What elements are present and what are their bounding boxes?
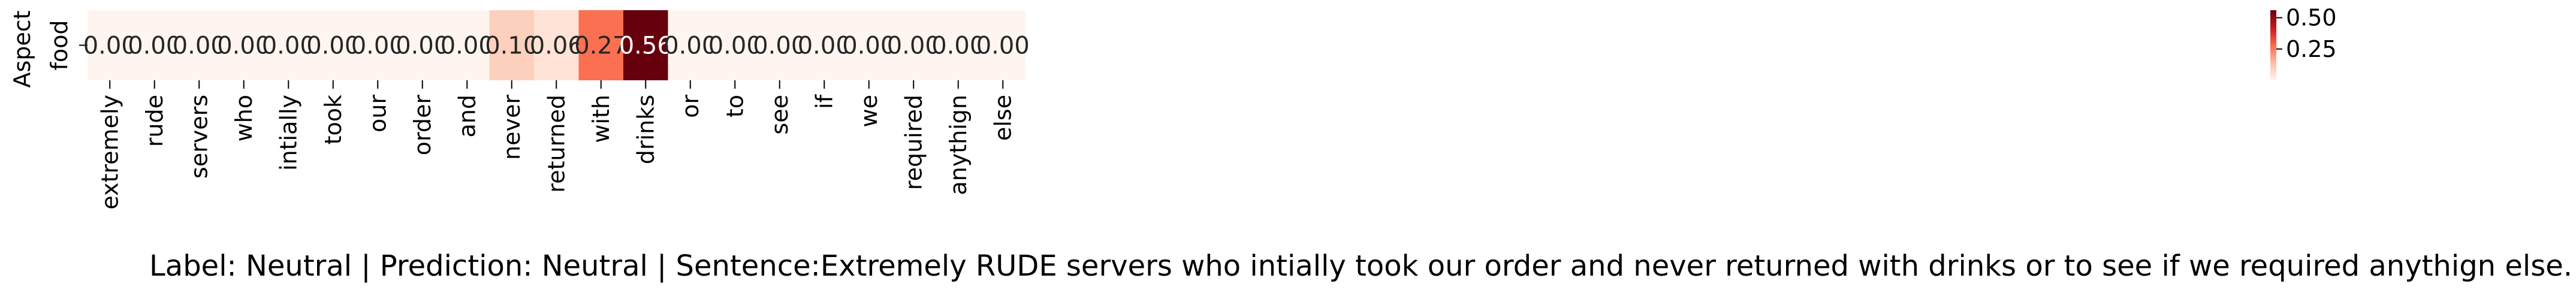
heatmap-cell xyxy=(981,10,1026,80)
colorbar-ticks: 0.25 0.50 xyxy=(2276,5,2337,62)
cell-label: 0.10 xyxy=(485,32,538,60)
cell-label: 0.06 xyxy=(530,32,583,60)
row-labels: food xyxy=(46,20,88,71)
heatmap-cell xyxy=(713,10,758,80)
cell-label: 0.00 xyxy=(441,32,494,60)
column-label: order xyxy=(409,95,436,156)
column-label: intially xyxy=(275,95,301,171)
heatmap-cells: 0.000.000.000.000.000.000.000.000.000.10… xyxy=(83,10,1030,80)
heatmap-cell xyxy=(846,10,892,80)
heatmap-cell xyxy=(891,10,937,80)
column-label: required xyxy=(900,95,927,190)
heatmap-cell xyxy=(445,10,490,80)
heatmap-cell xyxy=(310,10,356,80)
cell-label: 0.00 xyxy=(306,32,360,60)
cell-label: 0.00 xyxy=(976,32,1030,60)
column-label: never xyxy=(499,95,525,160)
heatmap-cell xyxy=(489,10,535,80)
cell-label: 0.00 xyxy=(396,32,449,60)
heatmap-cell xyxy=(534,10,580,80)
column-label: anythign xyxy=(945,95,972,195)
column-label: rude xyxy=(141,95,168,147)
colorbar: 0.25 0.50 xyxy=(2270,5,2337,80)
column-label: our xyxy=(364,95,391,132)
cell-label: 0.00 xyxy=(887,32,940,60)
heatmap-cell xyxy=(936,10,981,80)
heatmap-cell xyxy=(623,10,669,80)
heatmap-cell xyxy=(757,10,803,80)
row-label: food xyxy=(46,20,73,71)
column-label: we xyxy=(856,95,882,127)
cell-label: 0.00 xyxy=(753,32,806,60)
column-label: with xyxy=(588,95,614,143)
cell-label: 0.00 xyxy=(663,32,717,60)
cell-label: 0.56 xyxy=(619,32,672,60)
cell-label: 0.00 xyxy=(842,32,895,60)
cell-label: 0.27 xyxy=(574,32,628,60)
heatmap-cell xyxy=(132,10,177,80)
column-label: extremely xyxy=(96,95,123,210)
caption: Label: Neutral | Prediction: Neutral | S… xyxy=(149,249,2572,283)
heatmap-cell xyxy=(802,10,847,80)
heatmap-cell xyxy=(355,10,401,80)
heatmap-cell xyxy=(668,10,713,80)
cell-label: 0.00 xyxy=(931,32,985,60)
column-label: and xyxy=(454,95,480,138)
column-label: took xyxy=(320,95,346,144)
heatmap-cell xyxy=(266,10,312,80)
cell-label: 0.00 xyxy=(217,32,270,60)
column-label: who xyxy=(231,95,257,141)
cell-label: 0.00 xyxy=(173,32,226,60)
column-label: see xyxy=(767,95,793,135)
heatmap-cell xyxy=(177,10,222,80)
column-label: to xyxy=(722,95,748,117)
cell-label: 0.00 xyxy=(798,32,851,60)
cell-label: 0.00 xyxy=(262,32,315,60)
colorbar-tick-label: 0.50 xyxy=(2286,5,2337,31)
column-label: or xyxy=(677,95,704,118)
cell-label: 0.00 xyxy=(708,32,762,60)
column-label: drinks xyxy=(632,95,659,164)
column-label: else xyxy=(990,95,1016,141)
column-label: if xyxy=(811,93,837,109)
cell-label: 0.00 xyxy=(351,32,405,60)
cell-label: 0.00 xyxy=(128,32,181,60)
column-label: servers xyxy=(186,95,212,179)
heatmap-cell xyxy=(88,10,133,80)
heatmap-cell xyxy=(221,10,267,80)
heatmap-cell xyxy=(578,10,624,80)
column-labels: extremely rude servers who intially took our or… xyxy=(96,80,1016,210)
y-axis-label: Aspect xyxy=(9,10,35,87)
colorbar-tick-label: 0.25 xyxy=(2286,36,2337,62)
colorbar-gradient xyxy=(2270,10,2276,80)
heatmap-cell xyxy=(400,10,445,80)
column-label: returned xyxy=(543,95,569,193)
cell-label: 0.00 xyxy=(83,32,137,60)
